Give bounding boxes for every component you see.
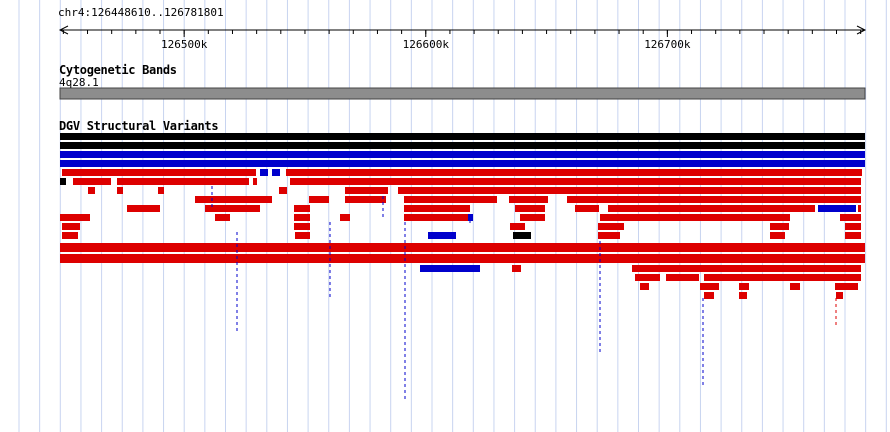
variant-feature-red[interactable] [60, 254, 865, 263]
variant-feature-red[interactable] [309, 196, 329, 203]
variant-feature-blue[interactable] [60, 160, 865, 167]
variant-feature-red[interactable] [608, 205, 815, 212]
variant-feature-red[interactable] [294, 205, 310, 212]
variant-feature-red[interactable] [215, 214, 230, 221]
variant-feature-red[interactable] [73, 178, 111, 185]
ruler-tick-label: 126500k [161, 38, 208, 51]
variant-feature-blue[interactable] [468, 214, 473, 221]
variant-feature-red[interactable] [575, 205, 599, 212]
variant-feature-red[interactable] [666, 274, 699, 281]
variant-feature-red[interactable] [845, 223, 861, 230]
variant-feature-red[interactable] [158, 187, 164, 194]
variant-feature-red[interactable] [62, 232, 78, 239]
region-label: chr4:126448610..126781801 [58, 6, 224, 19]
variant-feature-red[interactable] [512, 265, 521, 272]
variant-feature-red[interactable] [295, 232, 310, 239]
variant-feature-red[interactable] [700, 283, 719, 290]
scale-ruler: 126500k 126600k 126700k [58, 25, 867, 51]
variant-feature-red[interactable] [845, 232, 861, 239]
variant-feature-red[interactable] [253, 178, 257, 185]
cytogenetic-bands-title: Cytogenetic Bands [59, 63, 177, 77]
variant-feature-red[interactable] [600, 214, 790, 221]
dgv-track-title: DGV Structural Variants [59, 119, 219, 133]
variant-feature-red[interactable] [790, 283, 800, 290]
ruler-tick-label: 126700k [644, 38, 691, 51]
variant-feature-red[interactable] [279, 187, 287, 194]
variant-feature-red[interactable] [62, 223, 80, 230]
variant-feature-red[interactable] [340, 214, 350, 221]
variant-feature-blue[interactable] [260, 169, 268, 176]
cytoband-label: 4q28.1 [59, 76, 99, 89]
right-arrowhead-icon [856, 25, 867, 35]
variant-feature-red[interactable] [770, 232, 785, 239]
variant-feature-red[interactable] [520, 214, 545, 221]
variant-feature-blue[interactable] [272, 169, 280, 176]
variant-feature-red[interactable] [510, 223, 525, 230]
variant-feature-black[interactable] [513, 232, 531, 239]
cytoband[interactable] [59, 87, 866, 100]
variant-feature-red[interactable] [345, 187, 388, 194]
variant-feature-blue[interactable] [818, 205, 856, 212]
variant-feature-red[interactable] [404, 196, 497, 203]
variant-feature-red[interactable] [345, 196, 386, 203]
variant-feature-red[interactable] [632, 265, 861, 272]
variant-feature-red[interactable] [404, 205, 470, 212]
left-arrowhead-icon [58, 25, 69, 35]
variant-feature-red[interactable] [739, 292, 747, 299]
variant-feature-red[interactable] [286, 169, 862, 176]
variant-feature-red[interactable] [294, 214, 310, 221]
variant-feature-red[interactable] [60, 243, 865, 252]
variant-feature-red[interactable] [704, 274, 861, 281]
variant-feature-red[interactable] [62, 169, 256, 176]
variant-feature-red[interactable] [836, 292, 843, 299]
variant-feature-black[interactable] [60, 133, 865, 140]
variant-feature-red[interactable] [704, 292, 714, 299]
variant-connectors [211, 186, 837, 402]
variant-feature-red[interactable] [858, 205, 861, 212]
ruler-tick-label: 126600k [403, 38, 450, 51]
variant-feature-red[interactable] [205, 205, 260, 212]
variant-feature-red[interactable] [117, 178, 249, 185]
variant-feature-red[interactable] [515, 205, 545, 212]
variant-feature-red[interactable] [398, 187, 861, 194]
variant-feature-red[interactable] [117, 187, 123, 194]
variant-feature-red[interactable] [840, 214, 861, 221]
variant-feature-red[interactable] [598, 223, 624, 230]
variant-feature-red[interactable] [598, 232, 620, 239]
variant-feature-red[interactable] [567, 196, 861, 203]
variant-feature-blue[interactable] [60, 151, 865, 158]
grid-lines [18, 0, 887, 432]
variant-feature-red[interactable] [770, 223, 789, 230]
variant-feature-red[interactable] [404, 214, 470, 221]
variant-feature-red[interactable] [195, 196, 272, 203]
variant-feature-red[interactable] [60, 214, 90, 221]
dgv-variant-features [60, 133, 865, 299]
variant-feature-red[interactable] [290, 178, 861, 185]
variant-feature-blue[interactable] [420, 265, 480, 272]
variant-feature-black[interactable] [60, 178, 66, 185]
variant-feature-red[interactable] [294, 223, 310, 230]
variant-feature-red[interactable] [127, 205, 160, 212]
variant-feature-red[interactable] [739, 283, 749, 290]
variant-feature-black[interactable] [60, 142, 865, 149]
variant-feature-red[interactable] [88, 187, 95, 194]
variant-feature-red[interactable] [835, 283, 858, 290]
variant-feature-blue[interactable] [428, 232, 456, 239]
variant-feature-red[interactable] [509, 196, 548, 203]
variant-feature-red[interactable] [640, 283, 649, 290]
variant-feature-red[interactable] [635, 274, 660, 281]
